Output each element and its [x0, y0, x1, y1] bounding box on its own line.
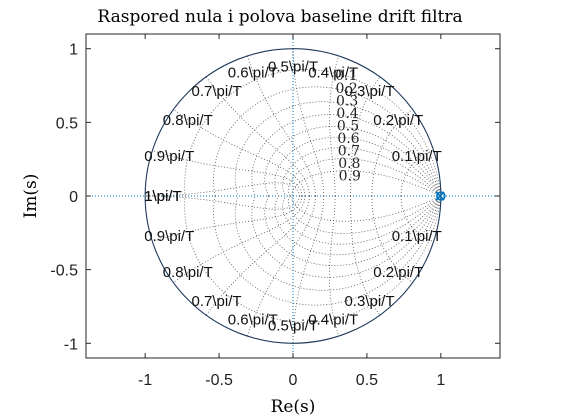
- freq-label: 0.7\pi/T: [192, 293, 242, 310]
- freq-label: 0.1\pi/T: [392, 228, 442, 245]
- wn-curve-lower: [292, 195, 325, 344]
- y-tick-label: 1: [69, 42, 78, 59]
- freq-label: 0.4\pi/T: [308, 65, 358, 82]
- freq-label: 0.7\pi/T: [192, 83, 242, 100]
- wn-curve-upper: [246, 55, 316, 197]
- pole-marker-b: [435, 191, 445, 201]
- chart-title: Raspored nula i polova baseline drift fi…: [97, 7, 462, 27]
- wn-curve-upper: [173, 109, 306, 197]
- x-tick-label: 1: [436, 372, 445, 389]
- freq-label: 0.5\pi/T: [268, 58, 318, 75]
- x-tick-label: -1: [138, 372, 152, 389]
- grid-labels: 0.1\pi/T 0.1\pi/T 0.2\pi/T 0.2\pi/T 0.3\pi/T…: [144, 58, 442, 334]
- freq-label: 0.3\pi/T: [344, 293, 394, 310]
- zeta-curve-lower: [251, 195, 442, 278]
- damping-label: 0.8: [338, 156, 360, 172]
- axis-ticks: -1 -0.5 0 0.5 1 1 0.5 0 -0.5 -1: [50, 34, 500, 389]
- freq-label: 1\pi/T: [144, 188, 182, 205]
- y-axis-label: Im(s): [21, 174, 41, 219]
- freq-label: 0.8\pi/T: [163, 264, 213, 281]
- freq-label: 0.3\pi/T: [344, 83, 394, 100]
- freq-label: 0.2\pi/T: [373, 112, 423, 129]
- zgrid-lines: [86, 34, 500, 358]
- wn-curve-lower: [246, 195, 316, 337]
- zeta-curve-lower: [282, 195, 442, 245]
- damping-label: 0.2: [336, 81, 358, 97]
- zeta-curve-upper: [291, 170, 442, 197]
- x-tick-label: -0.5: [205, 372, 233, 389]
- wn-curve-upper: [152, 150, 303, 197]
- y-tick-label: 0.5: [56, 115, 78, 132]
- wn-curve-lower: [205, 195, 310, 316]
- damping-label: 0.4: [336, 106, 358, 122]
- freq-label: 0.5\pi/T: [268, 318, 318, 335]
- y-tick-label: -0.5: [50, 263, 78, 280]
- wn-curve-lower: [145, 195, 300, 210]
- wn-curve-upper: [145, 182, 300, 197]
- wn-curve-upper: [328, 55, 340, 197]
- damping-label: 0.3: [336, 93, 358, 109]
- zeta-curve-upper: [234, 101, 442, 197]
- x-tick-label: 0: [289, 372, 298, 389]
- zeta-curve-lower: [184, 195, 442, 323]
- freq-label: 0.2\pi/T: [373, 264, 423, 281]
- damping-label: 0.5: [337, 118, 359, 134]
- zeta-curve-lower: [234, 195, 442, 291]
- damping-label: 0.9: [339, 168, 361, 184]
- wn-curve-lower: [152, 195, 303, 242]
- wn-curve-upper: [205, 76, 310, 197]
- zero-marker: [436, 191, 446, 201]
- damping-label: 0.6: [337, 131, 359, 147]
- freq-label: 0.1\pi/T: [392, 148, 442, 165]
- freq-label: 0.8\pi/T: [163, 112, 213, 129]
- zeta-curve-upper: [282, 147, 442, 197]
- freq-label: 1\pi/T: [144, 188, 182, 205]
- wn-curve-upper: [400, 150, 434, 197]
- freq-label: 0.9\pi/T: [144, 228, 194, 245]
- zeta-curve-upper: [184, 69, 442, 197]
- freq-label: 0.4\pi/T: [308, 311, 358, 328]
- freq-label: 0.6\pi/T: [228, 311, 278, 328]
- damping-label: 0.7: [338, 143, 360, 159]
- wn-curve-lower: [173, 195, 306, 283]
- zeta-curve-lower: [291, 195, 442, 222]
- wn-curve-upper: [292, 48, 325, 197]
- freq-label: 0.9\pi/T: [144, 148, 194, 165]
- damping-label: 0.1: [335, 68, 357, 84]
- freq-label: 0.6\pi/T: [228, 65, 278, 82]
- x-tick-label: 0.5: [356, 372, 378, 389]
- x-axis-label: Re(s): [271, 397, 316, 417]
- wn-curve-lower: [400, 195, 434, 242]
- y-tick-label: -1: [64, 336, 78, 353]
- wn-curve-lower: [328, 195, 340, 337]
- pole-zero-marks: [435, 191, 446, 201]
- y-tick-label: 0: [69, 189, 78, 206]
- zeta-curve-upper: [251, 114, 442, 197]
